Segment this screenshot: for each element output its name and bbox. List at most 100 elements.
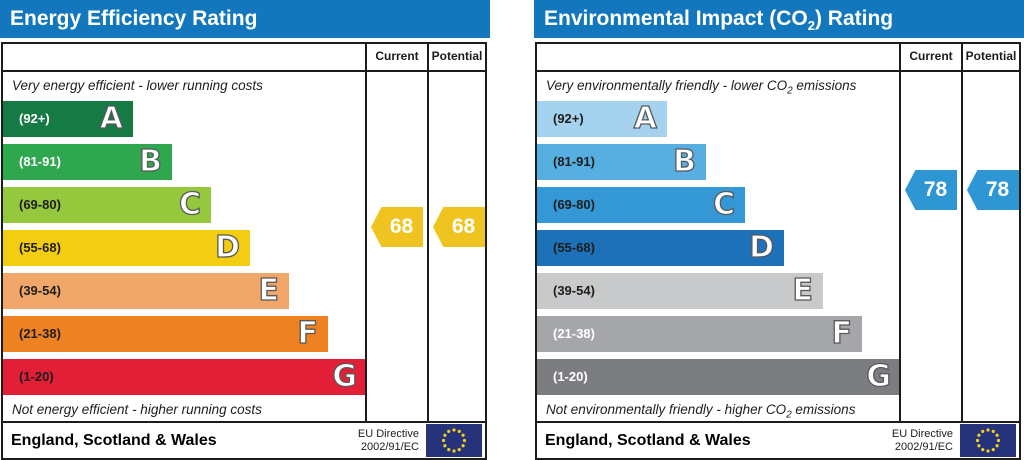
eu-directive-line1: EU Directive [357, 428, 419, 440]
top-note-text: Very environmentally friendly - lower CO [546, 78, 788, 93]
current-column-header: Current [365, 44, 427, 70]
eu-flag-icon [426, 424, 482, 457]
band-g: (1-20) G [3, 358, 367, 395]
region-label: England, Scotland & Wales [11, 431, 217, 449]
table-body-row: Very environmentally friendly - lower CO… [537, 72, 1019, 421]
band-letter: A [99, 100, 124, 136]
rating-bands: (92+) A (81-91) B (69-80) C (55-68) [537, 100, 901, 402]
top-note-subscript: 2 [787, 85, 793, 97]
bottom-note-text: Not energy efficient - higher running co… [12, 401, 262, 417]
band-letter: D [748, 229, 774, 265]
band-f: (21-38) F [537, 315, 862, 352]
band-range-label: (39-54) [553, 283, 595, 299]
title-subscript: 2 [807, 18, 815, 34]
table-body-row: Very energy efficient - lower running co… [3, 72, 485, 421]
band-letter: B [672, 143, 696, 179]
potential-column-header: Potential [961, 44, 1019, 70]
band-e: (39-54) E [3, 272, 289, 309]
potential-rating-value: 68 [451, 215, 476, 238]
table-footer: England, Scotland & Wales EU Directive 2… [537, 421, 1019, 458]
header-spacer [537, 44, 899, 70]
rating-bands: (92+) A (81-91) B (69-80) C (55-68) [3, 100, 367, 402]
band-range-label: (81-91) [553, 154, 595, 170]
band-letter: C [712, 186, 735, 222]
table-footer: England, Scotland & Wales EU Directive 2… [3, 421, 485, 458]
potential-rating-value: 78 [985, 178, 1010, 201]
top-note-text: Very energy efficient - lower running co… [12, 78, 263, 93]
band-c: (69-80) C [3, 186, 211, 223]
band-range-label: (1-20) [553, 369, 588, 385]
title-suffix: ) Rating [814, 7, 894, 30]
eu-directive-label: EU Directive 2002/91/EC [358, 428, 426, 453]
band-letter: A [633, 100, 658, 136]
band-range-label: (39-54) [19, 283, 61, 299]
bottom-note-suffix: emissions [791, 401, 856, 417]
band-d: (55-68) D [3, 229, 250, 266]
band-range-label: (81-91) [19, 154, 61, 170]
band-letter: E [792, 272, 814, 308]
energy-efficiency-panel: Energy Efficiency Rating Current Potenti… [0, 0, 490, 460]
potential-value-cell: 68 [427, 72, 485, 421]
eu-directive-line2: 2002/91/EC [894, 440, 953, 453]
energy-panel-title: Energy Efficiency Rating [0, 0, 490, 38]
band-range-label: (55-68) [553, 240, 595, 256]
band-a: (92+) A [537, 100, 667, 137]
band-letter: G [332, 358, 358, 394]
band-range-label: (21-38) [19, 326, 61, 342]
band-letter: C [178, 186, 201, 222]
band-g: (1-20) G [537, 358, 901, 395]
band-letter: G [866, 358, 892, 394]
top-note: Very environmentally friendly - lower CO… [537, 72, 899, 97]
title-text: Environmental Impact (CO [544, 7, 808, 30]
bottom-note: Not energy efficient - higher running co… [3, 402, 365, 428]
potential-rating-arrow: 68 [433, 207, 485, 247]
eu-directive-line1: EU Directive [891, 428, 953, 440]
eu-flag-icon [960, 424, 1016, 457]
current-rating-value: 78 [923, 178, 948, 201]
band-b: (81-91) B [537, 143, 706, 180]
eu-directive-line2: 2002/91/EC [360, 440, 419, 453]
band-c: (69-80) C [537, 186, 745, 223]
bottom-note-text: Not environmentally friendly - higher CO [546, 401, 787, 417]
bottom-note-subscript: 2 [786, 409, 792, 421]
bands-cell: Very environmentally friendly - lower CO… [537, 72, 901, 421]
environmental-impact-panel: Environmental Impact (CO2) Rating Curren… [534, 0, 1024, 460]
top-note: Very energy efficient - lower running co… [3, 72, 365, 97]
potential-column-header: Potential [427, 44, 485, 70]
band-letter: F [831, 315, 853, 351]
current-rating-arrow: 68 [371, 207, 423, 247]
band-letter: D [214, 229, 240, 265]
region-label: England, Scotland & Wales [545, 431, 751, 449]
table-header-row: Current Potential [537, 44, 1019, 72]
current-value-cell: 68 [365, 72, 427, 421]
band-range-label: (21-38) [553, 326, 595, 342]
bands-cell: Very energy efficient - lower running co… [3, 72, 367, 421]
band-b: (81-91) B [3, 143, 172, 180]
current-rating-arrow: 78 [905, 170, 957, 210]
title-text: Energy Efficiency Rating [10, 7, 258, 30]
band-letter: E [258, 272, 280, 308]
environmental-rating-table: Current Potential Very environmentally f… [535, 42, 1021, 460]
current-value-cell: 78 [899, 72, 961, 421]
band-range-label: (69-80) [19, 197, 61, 213]
band-e: (39-54) E [537, 272, 823, 309]
bottom-note: Not environmentally friendly - higher CO… [537, 402, 899, 428]
potential-rating-arrow: 78 [967, 170, 1019, 210]
current-column-header: Current [899, 44, 961, 70]
band-letter: B [138, 143, 162, 179]
band-f: (21-38) F [3, 315, 328, 352]
environmental-panel-title: Environmental Impact (CO2) Rating [534, 0, 1024, 38]
table-header-row: Current Potential [3, 44, 485, 72]
eu-directive-label: EU Directive 2002/91/EC [892, 428, 960, 453]
current-rating-value: 68 [389, 215, 414, 238]
band-range-label: (55-68) [19, 240, 61, 256]
band-range-label: (1-20) [19, 369, 54, 385]
band-range-label: (92+) [19, 111, 50, 127]
top-note-suffix: emissions [792, 78, 857, 93]
band-range-label: (69-80) [553, 197, 595, 213]
potential-value-cell: 78 [961, 72, 1019, 421]
band-range-label: (92+) [553, 111, 584, 127]
band-a: (92+) A [3, 100, 133, 137]
energy-rating-table: Current Potential Very energy efficient … [1, 42, 487, 460]
